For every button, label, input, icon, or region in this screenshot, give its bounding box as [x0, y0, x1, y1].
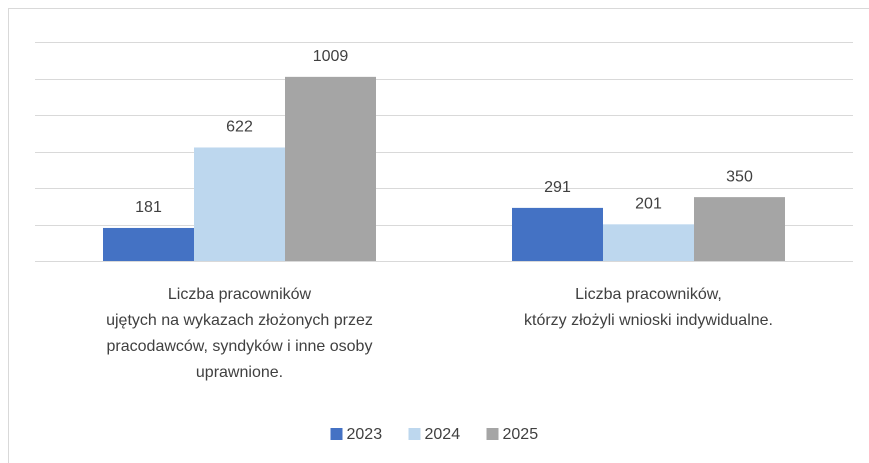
bar — [603, 224, 694, 261]
bar — [512, 207, 603, 261]
legend-label: 2023 — [347, 426, 383, 443]
x-tick-label-line: którzy złożyli wnioski indywidualne. — [524, 312, 773, 329]
legend-swatch — [408, 428, 421, 440]
data-label: 1009 — [313, 48, 349, 65]
legend-swatch — [486, 428, 499, 440]
bar — [194, 147, 285, 261]
x-tick-label: Liczba pracowników, którzy złożyli wniosk… — [524, 286, 773, 329]
x-tick-label-line: uprawnione. — [196, 364, 283, 381]
legend-swatch — [330, 428, 343, 440]
data-label: 622 — [226, 119, 253, 136]
legend-label: 2024 — [425, 426, 461, 443]
data-label: 350 — [726, 168, 753, 185]
x-tick-label-line: ujętych na wykazach złożonych przez — [106, 312, 373, 329]
x-tick-label-line: Liczba pracowników — [168, 286, 312, 303]
x-tick-label-line: Liczba pracowników, — [575, 286, 722, 303]
bar — [694, 197, 785, 261]
bar — [285, 76, 376, 261]
x-tick-label-line: pracodawców, syndyków i inne osoby — [107, 338, 373, 355]
x-tick-label: Liczba pracowników ujętych na wykazach zł… — [106, 286, 373, 381]
data-label: 201 — [635, 196, 662, 213]
data-label: 291 — [544, 179, 571, 196]
legend-label: 2025 — [503, 426, 539, 443]
bar — [103, 227, 194, 261]
data-label: 181 — [135, 199, 162, 216]
